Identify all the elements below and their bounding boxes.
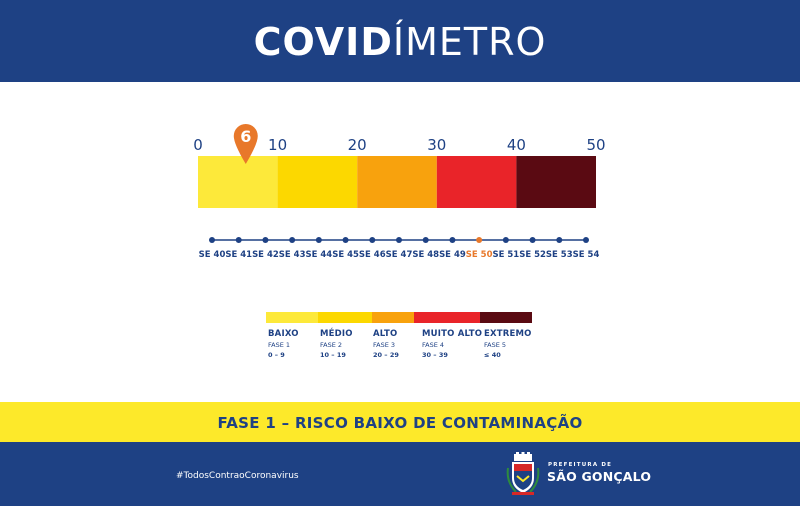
status-band xyxy=(0,402,800,442)
scale-segment-4 xyxy=(436,156,517,208)
legend-range: 0 – 9 xyxy=(268,351,285,359)
week-dot-11 xyxy=(476,237,483,243)
scale-tick-10: 10 xyxy=(268,136,287,154)
week-label-2: SE 41 xyxy=(225,250,252,260)
week-label-10: SE 49 xyxy=(439,250,466,260)
legend-level: MUITO ALTO xyxy=(422,329,483,339)
week-label-8: SE 47 xyxy=(386,250,413,260)
scale-tick-40: 40 xyxy=(507,136,526,154)
legend-range: 30 – 39 xyxy=(422,351,448,359)
prefeitura-label: PREFEITURA DE xyxy=(548,462,613,468)
legend-item-3: ALTO FASE 3 20 – 29 xyxy=(373,329,399,359)
week-dot-5 xyxy=(315,237,322,243)
value-marker-pin xyxy=(233,123,258,164)
week-dot-7 xyxy=(369,237,376,243)
week-label-14: SE 53 xyxy=(546,250,573,260)
week-label-4: SE 43 xyxy=(279,250,306,260)
legend-item-2: MÉDIO FASE 2 10 – 19 xyxy=(320,329,353,359)
title-bold: COVID xyxy=(253,20,393,64)
week-dot-13 xyxy=(529,237,536,243)
legend-phase: FASE 5 xyxy=(484,341,507,349)
week-label-13: SE 52 xyxy=(519,250,546,260)
risk-scale-chart: 0 10 20 30 40 50 6 xyxy=(193,123,606,208)
scale-segment-3 xyxy=(357,156,437,208)
week-dot-12 xyxy=(502,237,509,243)
week-label-3: SE 42 xyxy=(252,250,279,260)
footer-bar xyxy=(0,442,800,506)
legend-item-4: MUITO ALTO FASE 4 30 – 39 xyxy=(422,329,482,359)
legend-swatch-5 xyxy=(480,312,532,323)
week-dot-1 xyxy=(209,237,215,243)
legend-swatch-1 xyxy=(266,312,318,323)
week-label-12: SE 51 xyxy=(492,250,519,260)
week-dot-8 xyxy=(396,237,402,243)
legend-phase: FASE 2 xyxy=(320,341,343,349)
epi-week-timeline: SE 40 SE 41 SE 42 SE 43 SE 44 SE 45 SE 46 SE 47… xyxy=(199,237,600,260)
week-dot-10 xyxy=(449,237,456,243)
risk-legend: BAIXO FASE 1 0 – 9 MÉDIO FASE 2 10 – 19 ALTO FA… xyxy=(266,312,532,372)
scale-tick-20: 20 xyxy=(348,136,367,154)
scale-segment-1 xyxy=(198,156,278,208)
legend-item-1: BAIXO FASE 1 0 – 9 xyxy=(268,329,299,359)
legend-range: ≤ 40 xyxy=(484,351,501,359)
week-label-11: SE 50 xyxy=(466,250,493,260)
legend-level: MÉDIO xyxy=(320,329,353,339)
page-title: COVIDÍMETRO xyxy=(0,0,800,82)
week-dot-6 xyxy=(342,237,349,243)
week-dot-9 xyxy=(422,237,429,243)
legend-range: 10 – 19 xyxy=(320,351,346,359)
week-dot-14 xyxy=(556,237,563,243)
week-label-15: SE 54 xyxy=(573,250,600,260)
legend-swatch-4 xyxy=(414,312,480,323)
legend-swatch-3 xyxy=(372,312,414,323)
legend-range: 20 – 29 xyxy=(373,351,399,359)
week-dot-3 xyxy=(262,237,269,243)
scale-segment-2 xyxy=(277,156,358,208)
city-crest-logo xyxy=(506,452,540,495)
legend-level: BAIXO xyxy=(268,329,299,339)
week-label-9: SE 48 xyxy=(412,250,439,260)
week-dot-2 xyxy=(235,237,242,243)
scale-tick-50: 50 xyxy=(586,136,605,154)
week-label-7: SE 46 xyxy=(359,250,386,260)
legend-phase: FASE 4 xyxy=(422,341,445,349)
week-label-5: SE 44 xyxy=(305,250,332,260)
legend-phase: FASE 3 xyxy=(373,341,396,349)
week-dot-4 xyxy=(289,237,296,243)
city-name: SÃO GONÇALO xyxy=(547,469,652,484)
header-bar xyxy=(0,0,800,82)
value-marker-label: 6 xyxy=(240,127,251,146)
legend-level: ALTO xyxy=(373,329,398,339)
week-label-6: SE 45 xyxy=(332,250,359,260)
week-dot-15 xyxy=(583,237,589,243)
legend-level: EXTREMO xyxy=(484,329,532,339)
title-light: ÍMETRO xyxy=(392,20,547,64)
scale-tick-0: 0 xyxy=(193,136,203,154)
scale-tick-30: 30 xyxy=(427,136,446,154)
week-label-1: SE 40 xyxy=(199,250,226,260)
hashtag-text: #TodosContraoCoronavirus xyxy=(176,471,299,481)
phase-status-text: FASE 1 – RISCO BAIXO DE CONTAMINAÇÃO xyxy=(217,414,583,432)
legend-swatch-2 xyxy=(318,312,372,323)
scale-segment-5 xyxy=(516,156,596,208)
legend-phase: FASE 1 xyxy=(268,341,291,349)
legend-item-5: EXTREMO FASE 5 ≤ 40 xyxy=(484,329,532,359)
